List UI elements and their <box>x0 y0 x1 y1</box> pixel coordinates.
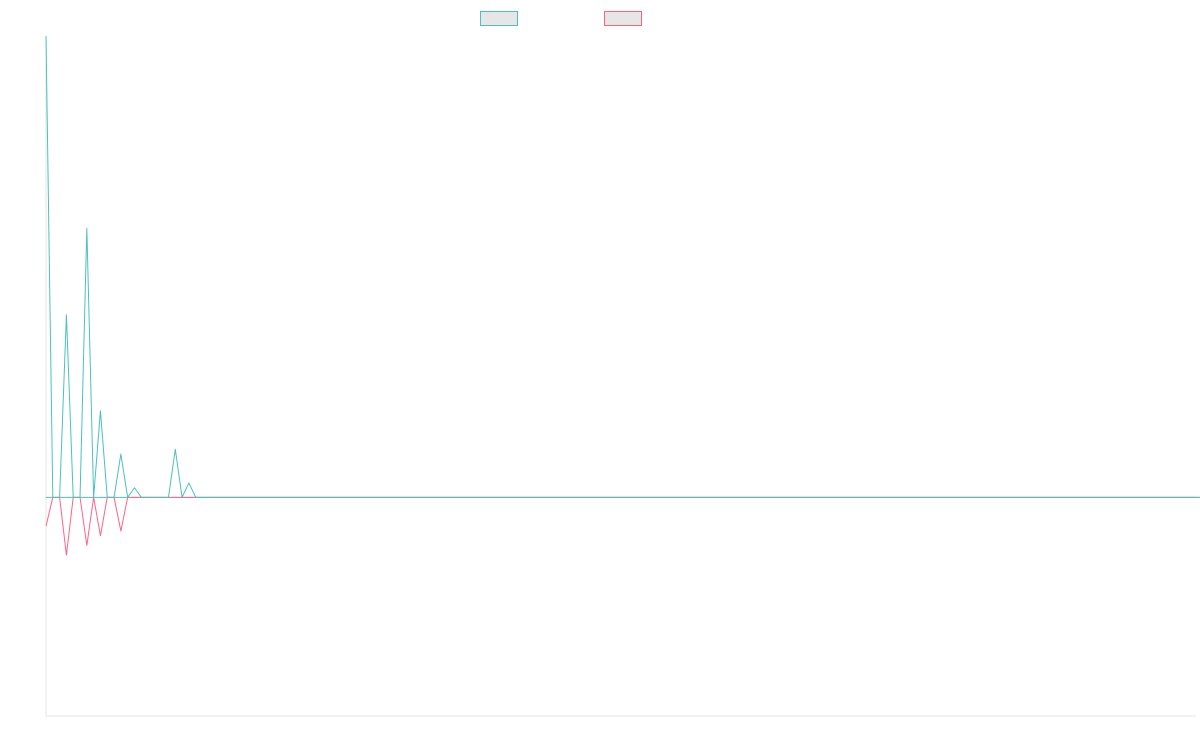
legend[interactable] <box>0 9 1200 27</box>
legend-item-series-1[interactable] <box>480 9 524 27</box>
legend-swatch-series-2 <box>604 10 642 26</box>
series-line-2 <box>45 496 1200 556</box>
legend-swatch-series-1 <box>480 10 518 26</box>
series-line-1 <box>45 35 1200 498</box>
legend-item-series-2[interactable] <box>604 9 648 27</box>
